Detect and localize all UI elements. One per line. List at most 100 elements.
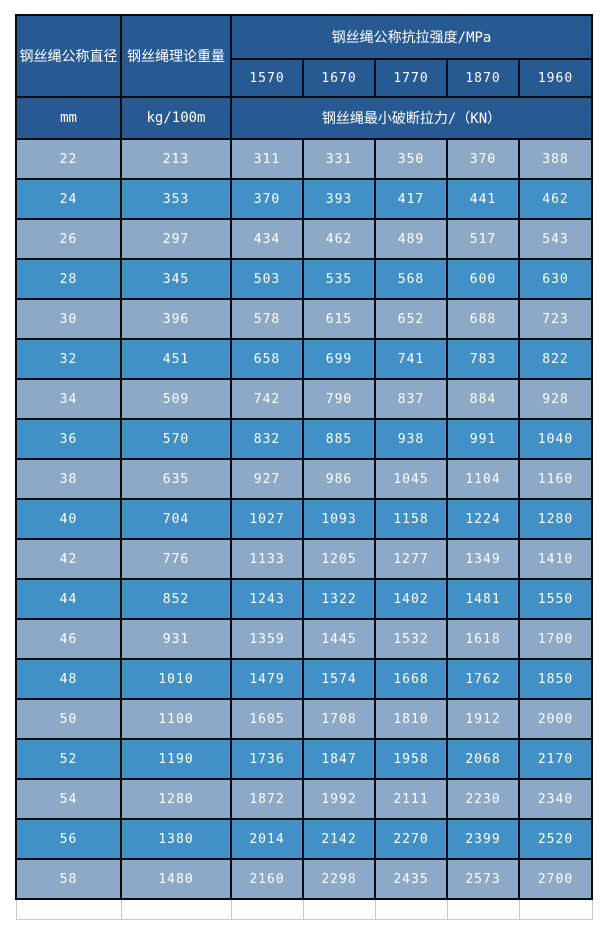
header-row-top: 钢丝绳公称直径 钢丝绳理论重量 钢丝绳公称抗拉强度/MPa <box>15 14 593 98</box>
diameter-cell: 58 <box>15 858 122 900</box>
weight-cell: 353 <box>120 178 232 220</box>
force-cell: 986 <box>302 458 376 500</box>
strength-value-header: 1670 <box>302 58 376 98</box>
force-cell: 885 <box>302 418 376 460</box>
force-cell: 543 <box>518 218 593 260</box>
empty-cell <box>15 898 122 920</box>
force-cell: 517 <box>446 218 520 260</box>
empty-cell <box>446 898 520 920</box>
force-cell: 1133 <box>230 538 304 580</box>
table-row: 30 396 578 615 652 688 723 <box>15 298 593 340</box>
force-cell: 742 <box>230 378 304 420</box>
force-cell: 1912 <box>446 698 520 740</box>
weight-cell: 570 <box>120 418 232 460</box>
table-row: 22 213 311 331 350 370 388 <box>15 138 593 180</box>
weight-cell: 1010 <box>120 658 232 700</box>
strength-value-header: 1770 <box>374 58 448 98</box>
weight-cell: 345 <box>120 258 232 300</box>
table-row: 48 1010 1479 1574 1668 1762 1850 <box>15 658 593 700</box>
weight-cell: 396 <box>120 298 232 340</box>
force-cell: 1040 <box>518 418 593 460</box>
force-cell: 2068 <box>446 738 520 780</box>
force-cell: 699 <box>302 338 376 380</box>
force-cell: 615 <box>302 298 376 340</box>
weight-cell: 509 <box>120 378 232 420</box>
diameter-cell: 54 <box>15 778 122 820</box>
force-cell: 837 <box>374 378 448 420</box>
strength-value-header: 1960 <box>518 58 593 98</box>
table-row: 44 852 1243 1322 1402 1481 1550 <box>15 578 593 620</box>
diameter-unit-header: mm <box>15 96 122 140</box>
force-cell: 1850 <box>518 658 593 700</box>
force-cell: 783 <box>446 338 520 380</box>
force-cell: 535 <box>302 258 376 300</box>
empty-cell <box>302 898 376 920</box>
strength-values-row: 1570 1670 1770 1870 1960 <box>16 58 593 98</box>
force-cell: 1872 <box>230 778 304 820</box>
force-cell: 311 <box>230 138 304 180</box>
force-cell: 928 <box>518 378 593 420</box>
force-cell: 688 <box>446 298 520 340</box>
force-cell: 2270 <box>374 818 448 860</box>
force-cell: 370 <box>446 138 520 180</box>
strength-value-header: 1570 <box>230 58 304 98</box>
diameter-cell: 24 <box>15 178 122 220</box>
force-cell: 434 <box>230 218 304 260</box>
table-row: 38 635 927 986 1045 1104 1160 <box>15 458 593 500</box>
force-cell: 417 <box>374 178 448 220</box>
diameter-cell: 34 <box>15 378 122 420</box>
diameter-cell: 38 <box>15 458 122 500</box>
force-cell: 331 <box>302 138 376 180</box>
weight-column-header: 钢丝绳理论重量 <box>120 14 232 98</box>
units-row: mm kg/100m 钢丝绳最小破断拉力/（KN） <box>15 96 593 140</box>
force-cell: 350 <box>374 138 448 180</box>
empty-row <box>15 898 593 920</box>
force-cell: 2014 <box>230 818 304 860</box>
diameter-cell: 32 <box>15 338 122 380</box>
force-cell: 1605 <box>230 698 304 740</box>
force-cell: 832 <box>230 418 304 460</box>
weight-cell: 635 <box>120 458 232 500</box>
force-cell: 1445 <box>302 618 376 660</box>
weight-cell: 297 <box>120 218 232 260</box>
table-row: 32 451 658 699 741 783 822 <box>15 338 593 380</box>
table-row: 24 353 370 393 417 441 462 <box>15 178 593 220</box>
force-cell: 1349 <box>446 538 520 580</box>
table-row: 56 1380 2014 2142 2270 2399 2520 <box>15 818 593 860</box>
table-row: 40 704 1027 1093 1158 1224 1280 <box>15 498 593 540</box>
force-cell: 1532 <box>374 618 448 660</box>
table-row: 50 1100 1605 1708 1810 1912 2000 <box>15 698 593 740</box>
weight-cell: 1480 <box>120 858 232 900</box>
weight-cell: 1380 <box>120 818 232 860</box>
force-cell: 1479 <box>230 658 304 700</box>
force-cell: 652 <box>374 298 448 340</box>
force-cell: 1359 <box>230 618 304 660</box>
table-row: 26 297 434 462 489 517 543 <box>15 218 593 260</box>
empty-cell <box>518 898 593 920</box>
force-cell: 1277 <box>374 538 448 580</box>
force-cell: 2298 <box>302 858 376 900</box>
diameter-cell: 26 <box>15 218 122 260</box>
force-cell: 822 <box>518 338 593 380</box>
table-row: 36 570 832 885 938 991 1040 <box>15 418 593 460</box>
table-row: 34 509 742 790 837 884 928 <box>15 378 593 420</box>
weight-cell: 1100 <box>120 698 232 740</box>
force-cell: 489 <box>374 218 448 260</box>
force-cell: 1280 <box>518 498 593 540</box>
force-cell: 630 <box>518 258 593 300</box>
force-cell: 503 <box>230 258 304 300</box>
weight-cell: 451 <box>120 338 232 380</box>
force-cell: 1160 <box>518 458 593 500</box>
force-cell: 1045 <box>374 458 448 500</box>
force-cell: 658 <box>230 338 304 380</box>
force-cell: 1736 <box>230 738 304 780</box>
force-cell: 2142 <box>302 818 376 860</box>
force-cell: 723 <box>518 298 593 340</box>
strength-value-header: 1870 <box>446 58 520 98</box>
force-cell: 991 <box>446 418 520 460</box>
table-row: 42 776 1133 1205 1277 1349 1410 <box>15 538 593 580</box>
force-cell: 1958 <box>374 738 448 780</box>
force-cell: 1104 <box>446 458 520 500</box>
force-cell: 1481 <box>446 578 520 620</box>
